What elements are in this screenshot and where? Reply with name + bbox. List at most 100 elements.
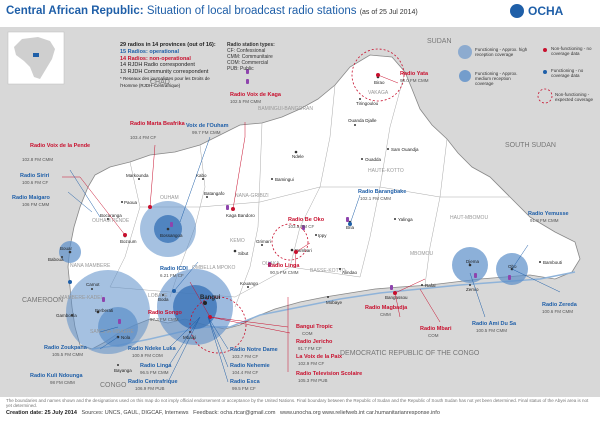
rjdh-marker-icon	[170, 222, 173, 227]
town-bangui: Bangui	[200, 295, 221, 301]
town-djema: Djema	[466, 259, 480, 264]
pref-nana-mambere: NANA MAMBERE	[70, 263, 111, 269]
town-grimari: Grimari	[256, 239, 271, 244]
radio-centrafrique: Radio Centrafrique	[128, 379, 178, 385]
legend-medium-coverage-icon	[459, 70, 471, 82]
stats-rjdh-community: 13 RJDH Community correspondent	[120, 69, 209, 76]
town-berberati: Berberati	[95, 308, 113, 313]
feedback-link[interactable]: Feedback: ocha.rtcar@gmail.com	[193, 410, 276, 416]
town-obo: Obo	[508, 264, 517, 269]
town-kaga: Kaga Bandoro	[226, 213, 255, 218]
rjdh-marker-icon	[302, 225, 305, 230]
pref-haute-kotto: HAUTE-KOTTO	[368, 168, 404, 174]
country-labels: CHAD SUDAN SOUTH SUDAN CAMEROON CONGO DE…	[22, 38, 556, 389]
radio-magbadja-freq: CMM	[380, 312, 391, 317]
radio-jericho: Radio Jericho	[296, 339, 333, 345]
town-bossangoa: Bossangoa	[160, 233, 183, 238]
pref-sangha: SANGHA-MBAERE	[90, 329, 135, 335]
town-bozoum: Bozoum	[120, 239, 137, 244]
country-sudan: SUDAN	[427, 38, 452, 45]
radio-centrafrique-freq: 106.9 FM PUB	[135, 386, 165, 391]
rjdh-marker-icon	[390, 285, 393, 290]
town-mbaiki: Mbaiki	[183, 335, 196, 340]
title-date: (as of 25 Jul 2014)	[359, 9, 418, 16]
title-subtitle: Situation of local broadcast radio stati…	[146, 5, 357, 17]
rjdh-marker-icon	[346, 217, 349, 222]
rjdh-marker-icon	[246, 79, 249, 84]
radio-esca-freq: 99.5 FM CF	[232, 386, 256, 391]
radio-notre-dame-freq: 103.7 FM CF	[232, 354, 259, 359]
town-bambouti: Bambouti	[543, 260, 562, 265]
radio-marta: Radio Marta Beafrika	[130, 121, 186, 127]
town-gamboula: Gamboula	[56, 313, 77, 318]
pref-ouham-pende: OUHAM PENDE	[92, 218, 130, 224]
radio-labels: Radio Voix de Kaga 102.5 FM CMM Radio Ma…	[12, 71, 578, 391]
town-baboua: Baboua	[48, 257, 64, 262]
radio-ndeke-freq: 100.9 FM COM	[132, 353, 163, 358]
radio-barangbake: Radio Barangbake	[358, 189, 406, 195]
radio-bangui-tropic-freq: COM	[302, 331, 313, 336]
radio-songo-freq: 97.3 FM CMM	[150, 317, 179, 322]
rjdh-marker-icon	[474, 273, 477, 278]
radio-kuli: Radio Kuli Ndounga	[30, 373, 83, 379]
stats-non-operational: 14 Radios: non-operational	[120, 55, 191, 62]
prefecture-boundaries	[109, 71, 510, 308]
pref-haut-mbomou: HAUT-MBOMOU	[450, 215, 488, 221]
radio-songo: Radio Songo	[148, 310, 183, 316]
pref-basse-kotto: BASSE-KOTTO	[310, 268, 346, 274]
legend-func-nodata: Functioning - no coverage data	[551, 68, 584, 78]
radio-voix-pende-freq: 102.8 FM CMM	[22, 157, 53, 162]
radio-yata-freq: 98.0 FM CMM	[400, 78, 429, 83]
radio-esca: Radio Esca	[230, 379, 261, 385]
africa-inset	[7, 31, 65, 85]
pref-mambere-kadei: MAMBERE-KADEI	[60, 295, 102, 301]
legend-func-nodata-icon	[543, 70, 547, 74]
legend-high-coverage-icon	[458, 45, 472, 59]
radio-ami-du-sa-freq: 100.5 FM CMM	[476, 328, 507, 333]
ubangi-river	[91, 271, 576, 350]
pref-bamingui: BAMINGUI-BANGORAN	[258, 106, 313, 112]
radio-maigaro: Radio Maigaro	[12, 195, 51, 201]
radio-jericho-freq: 91.7 FM CF	[298, 346, 322, 351]
radio-voix-paix-freq: 102.9 FM CF	[298, 361, 325, 366]
type-cf: CF: Confessional	[227, 48, 266, 54]
radio-mbari: Radio Mbari	[420, 326, 452, 332]
website-links[interactable]: www.unocha.org www.reliefweb.int car.hum…	[280, 410, 440, 416]
stats-total: 29 radios in 14 provinces (out of 16):	[120, 42, 216, 48]
radio-magbadja: Radio Magbadja	[365, 305, 408, 311]
radio-linga-blue-freq: 96.5 FM CMM	[140, 370, 169, 375]
country-south-sudan: SOUTH SUDAN	[505, 142, 556, 149]
radio-yemusse-freq: 91.8 FM CMM	[530, 218, 559, 223]
town-boda: Boda	[158, 297, 169, 302]
town-yalinga: Yalinga	[398, 217, 413, 222]
rjdh-marker-icon	[246, 69, 249, 74]
town-sam: Sam Ouandja	[391, 147, 419, 152]
town-nola: Nola	[121, 335, 131, 340]
rjdh-marker-icon	[268, 262, 271, 267]
radio-zoukpana: Radio Zoukpana	[44, 345, 88, 351]
town-bouar: Bouar	[60, 246, 73, 251]
type-cmm: CMM: Communitaire	[227, 54, 273, 60]
radio-voix-ouham: Voix de l'Ouham	[186, 123, 229, 129]
radio-barangbake-freq: 102.1 FM CMM	[360, 196, 391, 201]
radio-zereda-freq: 100.6 FM CMM	[542, 309, 573, 314]
town-paoua: Paoua	[124, 200, 138, 205]
rjdh-marker-icon	[118, 319, 121, 324]
red-leader-lines	[62, 74, 441, 372]
radio-tv-scolaire-freq: 105.3 FM PUB	[298, 378, 328, 383]
country-cameroon: CAMEROON	[22, 297, 63, 304]
radio-zereda: Radio Zereda	[542, 302, 578, 308]
town-carnot: Carnot	[86, 282, 100, 287]
radio-nehemie-freq: 104.4 FM CF	[232, 370, 259, 375]
page-title: Central African Republic: Situation of l…	[6, 5, 418, 17]
town-markers: Birao Tiringoulou Ouanda Djalle Sam Ouan…	[48, 75, 562, 373]
town-kabo: Kabo	[196, 173, 207, 178]
title-main: Central African Republic:	[6, 5, 144, 17]
legend-expected-icon	[537, 88, 553, 104]
town-bocaranga: Bocaranga	[100, 213, 122, 218]
pref-kemo: KEMO	[230, 238, 245, 244]
pref-ouaka: OUAKA	[262, 261, 280, 267]
town-ouadda: Ouadda	[365, 157, 382, 162]
radio-bangui-tropic: Bangui Tropic	[296, 324, 333, 330]
rjdh-marker-icon	[226, 205, 229, 210]
